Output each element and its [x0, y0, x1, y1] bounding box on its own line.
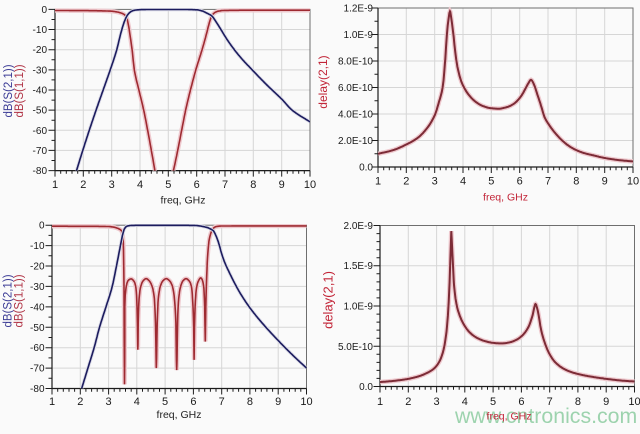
svg-text:0.0: 0.0	[359, 163, 373, 174]
svg-text:-10: -10	[33, 25, 48, 36]
svg-text:10: 10	[300, 396, 312, 408]
svg-text:-60: -60	[30, 343, 45, 354]
svg-text:9: 9	[279, 179, 285, 191]
svg-text:4: 4	[462, 396, 468, 408]
svg-text:-70: -70	[33, 146, 48, 157]
svg-text:-20: -20	[33, 45, 48, 56]
svg-text:freq, GHz: freq, GHz	[487, 411, 532, 423]
svg-text:dB(S(1,1)): dB(S(1,1))	[13, 274, 25, 327]
svg-text:-50: -50	[30, 323, 45, 334]
svg-text:5: 5	[165, 179, 171, 191]
svg-text:delay(2,1): delay(2,1)	[316, 55, 330, 108]
svg-text:6: 6	[518, 396, 524, 408]
svg-text:6: 6	[190, 396, 196, 408]
svg-text:-30: -30	[30, 282, 45, 293]
svg-text:-60: -60	[33, 126, 48, 137]
svg-text:6: 6	[517, 176, 523, 188]
svg-text:7: 7	[545, 176, 551, 188]
svg-text:0: 0	[41, 5, 47, 16]
svg-text:4: 4	[460, 176, 466, 188]
svg-text:1.5E-9: 1.5E-9	[344, 261, 374, 272]
svg-text:-80: -80	[30, 384, 45, 395]
svg-text:www.cntronics.com: www.cntronics.com	[454, 404, 637, 428]
svg-text:dB(S(2,1)): dB(S(2,1))	[3, 64, 15, 117]
svg-text:dB(S(2,1)): dB(S(2,1))	[3, 274, 15, 327]
svg-text:7: 7	[219, 396, 225, 408]
svg-text:1: 1	[377, 396, 383, 408]
svg-text:-30: -30	[33, 65, 48, 76]
svg-text:delay(2,1): delay(2,1)	[321, 271, 336, 329]
svg-text:1.2E-9: 1.2E-9	[344, 4, 374, 15]
svg-text:1: 1	[52, 179, 58, 191]
svg-text:5: 5	[490, 396, 496, 408]
svg-text:freq, GHz: freq, GHz	[161, 195, 206, 207]
svg-text:4: 4	[134, 396, 140, 408]
svg-text:dB(S(1,1)): dB(S(1,1))	[14, 64, 26, 117]
svg-text:8: 8	[247, 396, 253, 408]
svg-text:9: 9	[602, 176, 608, 188]
svg-text:0.0: 0.0	[359, 382, 373, 393]
svg-text:3: 3	[109, 179, 115, 191]
svg-text:5.0E-10: 5.0E-10	[338, 342, 373, 353]
svg-text:freq, GHz: freq, GHz	[483, 192, 528, 204]
svg-text:3: 3	[434, 396, 440, 408]
svg-text:0: 0	[39, 221, 45, 232]
svg-text:4.0E-10: 4.0E-10	[338, 110, 373, 121]
svg-text:1.0E-9: 1.0E-9	[344, 30, 374, 41]
svg-text:2: 2	[80, 179, 86, 191]
svg-text:-10: -10	[30, 241, 45, 252]
svg-text:9: 9	[603, 396, 609, 408]
svg-text:1.0E-9: 1.0E-9	[344, 302, 374, 313]
svg-text:freq, GHz: freq, GHz	[157, 409, 202, 421]
svg-text:7: 7	[222, 179, 228, 191]
svg-text:8: 8	[250, 179, 256, 191]
svg-text:2: 2	[405, 396, 411, 408]
svg-text:-70: -70	[30, 364, 45, 375]
svg-text:2.0E-9: 2.0E-9	[344, 221, 374, 232]
svg-text:6.0E-10: 6.0E-10	[338, 83, 373, 94]
svg-text:-80: -80	[33, 166, 48, 177]
svg-text:-20: -20	[30, 262, 45, 273]
svg-text:10: 10	[628, 396, 640, 408]
svg-text:4: 4	[137, 179, 143, 191]
svg-text:7: 7	[547, 396, 553, 408]
svg-text:2: 2	[403, 176, 409, 188]
svg-text:3: 3	[432, 176, 438, 188]
svg-text:10: 10	[304, 179, 316, 191]
svg-text:1: 1	[49, 396, 55, 408]
svg-text:8: 8	[573, 176, 579, 188]
svg-text:8.0E-10: 8.0E-10	[338, 57, 373, 68]
svg-text:2: 2	[77, 396, 83, 408]
svg-text:5: 5	[162, 396, 168, 408]
svg-text:10: 10	[627, 176, 639, 188]
svg-text:9: 9	[275, 396, 281, 408]
svg-text:5: 5	[488, 176, 494, 188]
svg-text:-50: -50	[33, 106, 48, 117]
svg-text:2.0E-10: 2.0E-10	[338, 136, 373, 147]
svg-text:-40: -40	[33, 86, 48, 97]
svg-text:3: 3	[106, 396, 112, 408]
svg-text:1: 1	[375, 176, 381, 188]
svg-text:-40: -40	[30, 302, 45, 313]
svg-text:6: 6	[194, 179, 200, 191]
svg-text:8: 8	[575, 396, 581, 408]
